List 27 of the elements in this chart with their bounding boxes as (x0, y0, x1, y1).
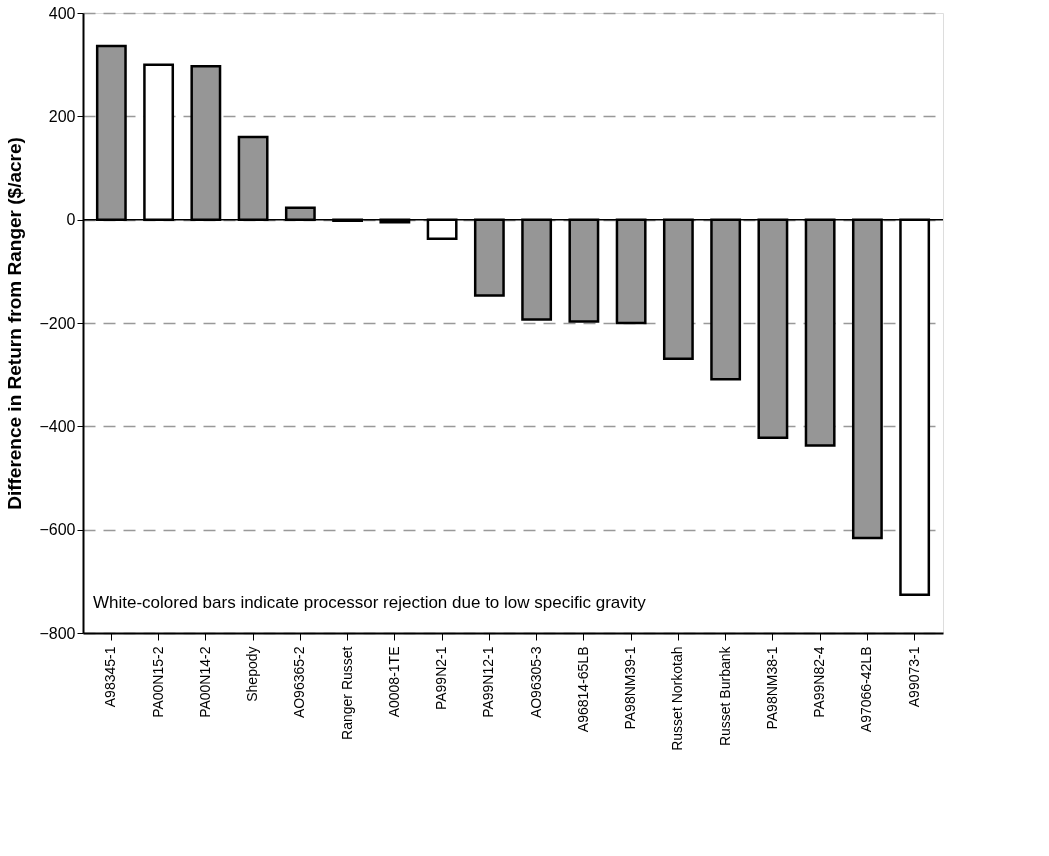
x-tick-label: Russet Burbank (716, 645, 733, 747)
x-tick-label: A96814-65LB (574, 646, 591, 733)
y-tick-label: 400 (48, 4, 76, 22)
x-tick-label: AO96305-3 (527, 646, 544, 719)
y-tick-label: 0 (66, 211, 76, 229)
y-tick-label: −800 (39, 624, 76, 642)
annotation: White-colored bars indicate processor rejection due to low specific gravity (93, 593, 647, 612)
x-tick-label: A99073-1 (905, 646, 922, 708)
y-tick-label: −400 (39, 417, 76, 435)
x-tick-label: PA99N12-1 (480, 646, 497, 718)
x-tick-label: AO96365-2 (291, 646, 308, 719)
x-tick-label: A97066-42LB (858, 646, 875, 733)
x-tick-label: Ranger Russet (338, 646, 355, 740)
x-tick-label: PA99N82-4 (811, 646, 828, 718)
x-tick-label: PA98NM38-1 (763, 646, 780, 730)
y-tick-label: −200 (39, 314, 76, 332)
x-tick-label: A98345-1 (102, 646, 119, 708)
x-tick-label: A0008-1TE (385, 646, 402, 718)
x-tick-label: PA98NM39-1 (622, 646, 639, 730)
x-tick-label: PA00N15-2 (149, 646, 166, 718)
y-tick-label: 200 (48, 107, 76, 125)
x-tick-label: Russet Norkotah (669, 646, 686, 751)
x-tick-label: PA99N2-1 (433, 646, 450, 711)
x-tick-label: PA00N14-2 (196, 646, 213, 718)
y-tick-label: −600 (39, 521, 76, 539)
x-tick-label: Shepody (244, 646, 261, 702)
y-axis-title: Difference in Return from Ranger ($/acre) (4, 137, 26, 510)
